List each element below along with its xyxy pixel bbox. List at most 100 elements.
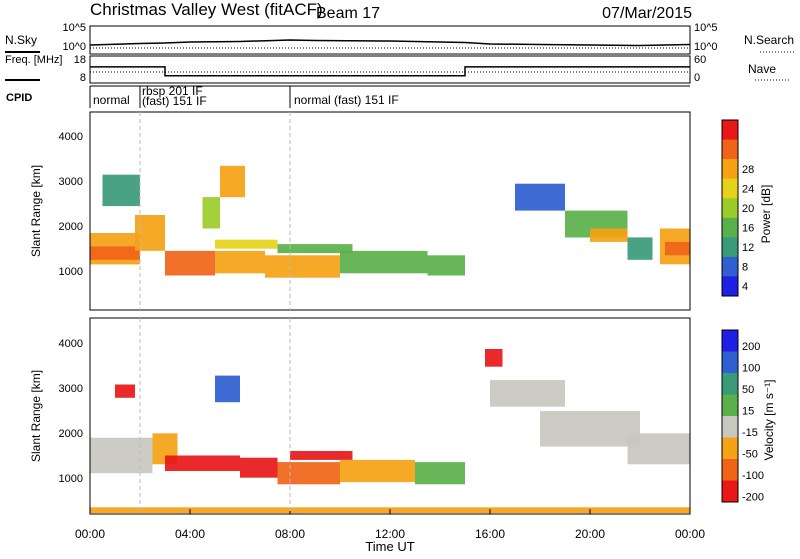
freq-tick-top: 18 xyxy=(74,54,86,66)
data-cell-15 xyxy=(590,228,628,242)
beam-label: Beam 17 xyxy=(316,5,380,22)
nave-tick-top: 60 xyxy=(694,54,706,66)
power-ytick-4000: 4000 xyxy=(59,131,83,143)
colorbar-swatch-0 xyxy=(722,330,738,352)
velocity-ytick-2000: 2000 xyxy=(59,428,83,440)
colorbar-tick-4: -15 xyxy=(742,427,758,439)
nsky-panel: N.Sky 10^5 10^0 10^5 10^0 N.Search xyxy=(5,22,796,55)
freq-label-text: Freq. [MHz] xyxy=(5,54,62,66)
colorbar-swatch-3 xyxy=(722,394,738,417)
x-tick-label-4: 16:00 xyxy=(475,527,505,541)
power-cbar-label: Power [dB] xyxy=(759,185,773,244)
data-cell-12 xyxy=(102,174,140,207)
colorbar-frame xyxy=(721,119,739,297)
station-title: Christmas Valley West (fitACF) xyxy=(90,0,323,19)
velocity-panel: Slant Range [km] 1000 2000 3000 4000 200… xyxy=(29,317,776,515)
x-tick-label-5: 20:00 xyxy=(575,527,605,541)
colorbar-tick-7: -200 xyxy=(742,492,764,504)
colorbar-tick-2: 50 xyxy=(742,384,754,396)
colorbar-swatch-7 xyxy=(722,480,738,503)
velocity-colorbar: 200 100 50 15 -15 -50 -100 -200 xyxy=(721,329,764,504)
power-panel: Slant Range [km] 1000 2000 3000 4000 4 8 1… xyxy=(29,111,773,311)
power-ylabel: Slant Range [km] xyxy=(29,165,43,257)
power-colorbar: 4 8 12 16 20 24 28 xyxy=(721,119,754,297)
nsky-line xyxy=(89,39,691,47)
x-tick-label-2: 08:00 xyxy=(275,527,305,541)
data-cell-12 xyxy=(540,411,640,447)
nsky-tick-bottom: 10^0 xyxy=(62,41,86,53)
colorbar-swatch-3 xyxy=(722,178,738,199)
cpid-seg-1: normal xyxy=(93,93,130,107)
velocity-ylabel: Slant Range [km] xyxy=(29,370,43,462)
time-axis: 00:00 04:00 08:00 12:00 16:00 20:00 00:00 xyxy=(75,112,705,541)
colorbar-swatch-0 xyxy=(722,120,738,141)
colorbar-tick-5: -50 xyxy=(742,449,758,461)
colorbar-tick-0: 4 xyxy=(742,281,748,293)
power-ytick-3000: 3000 xyxy=(59,176,83,188)
colorbar-swatch-2 xyxy=(722,159,738,180)
nsky-frame xyxy=(89,25,691,55)
colorbar-tick-6: -100 xyxy=(742,470,764,482)
colorbar-swatch-1 xyxy=(722,351,738,374)
colorbar-tick-3: 15 xyxy=(742,406,754,418)
data-cell-7 xyxy=(277,244,353,254)
colorbar-swatch-6 xyxy=(722,459,738,481)
power-cells xyxy=(90,165,690,278)
data-cell-16 xyxy=(627,237,653,260)
freq-line xyxy=(90,66,690,77)
data-cell-13 xyxy=(627,433,690,465)
data-cell-7 xyxy=(415,462,465,485)
data-cell-6 xyxy=(340,459,415,483)
colorbar-swatch-4 xyxy=(722,198,738,219)
velocity-ytick-4000: 4000 xyxy=(59,338,83,350)
nsky-left-label: N.Sky xyxy=(5,33,37,47)
freq-frame xyxy=(89,55,691,84)
colorbar-swatch-5 xyxy=(722,217,738,238)
cpid-row: CPID normal rbsp 201 IF (fast) 151 IF no… xyxy=(6,84,690,108)
nsky-tick-top: 10^5 xyxy=(62,22,86,34)
cpid-label: CPID xyxy=(6,92,32,104)
velocity-ytick-3000: 3000 xyxy=(59,383,83,395)
colorbar-swatch-5 xyxy=(722,437,738,460)
data-cell-3 xyxy=(240,457,278,478)
data-cell-9 xyxy=(427,255,465,276)
velocity-cbar-label: Velocity [m s⁻¹] xyxy=(762,379,776,460)
data-cell-10 xyxy=(485,349,503,367)
nsearch-tick-bottom: 10^0 xyxy=(694,41,718,53)
velocity-ytick-1000: 1000 xyxy=(59,473,83,485)
data-cell-2 xyxy=(165,455,240,471)
colorbar-swatch-2 xyxy=(722,373,738,395)
colorbar-tick-0: 200 xyxy=(742,341,760,353)
data-cell-8 xyxy=(340,250,428,274)
cpid-seg-2a: rbsp 201 IF xyxy=(142,84,203,98)
colorbar-tick-6: 28 xyxy=(742,164,754,176)
colorbar-swatch-4 xyxy=(722,416,738,438)
colorbar-tick-1: 8 xyxy=(742,262,748,274)
cpid-seg-3: normal (fast) 151 IF xyxy=(294,93,399,107)
colorbar-tick-1: 100 xyxy=(742,363,760,375)
data-cell-13 xyxy=(515,183,565,211)
freq-tick-bottom: 8 xyxy=(80,72,86,84)
x-tick-label-0: 00:00 xyxy=(75,527,105,541)
colorbar-frame xyxy=(721,329,739,503)
data-cell-5 xyxy=(215,239,278,249)
data-cell-11 xyxy=(202,197,220,229)
colorbar-tick-2: 12 xyxy=(742,242,754,254)
colorbar-swatch-1 xyxy=(722,139,738,160)
data-cell-1 xyxy=(90,246,140,260)
data-cell-3 xyxy=(165,250,215,276)
data-cell-4 xyxy=(277,462,340,485)
power-ytick-2000: 2000 xyxy=(59,221,83,233)
colorbar-tick-5: 24 xyxy=(742,183,754,195)
colorbar-tick-4: 20 xyxy=(742,203,754,215)
data-cell-18 xyxy=(665,241,690,256)
data-cell-11 xyxy=(490,380,565,407)
colorbar-swatch-8 xyxy=(722,276,738,297)
data-cell-6 xyxy=(265,255,340,278)
data-cell-9 xyxy=(115,384,135,398)
data-cell-0 xyxy=(90,437,153,474)
power-ytick-1000: 1000 xyxy=(59,266,83,278)
cpid-seg-2b: (fast) 151 IF xyxy=(142,94,207,108)
date-label: 07/Mar/2015 xyxy=(602,5,692,22)
time-axis-label: Time UT xyxy=(365,539,414,554)
